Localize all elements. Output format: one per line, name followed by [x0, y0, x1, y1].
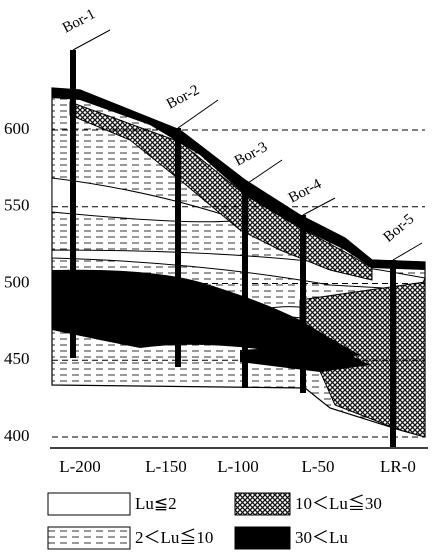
- borehole-leaders: [72, 29, 423, 261]
- legend: Lu≦2 2＜Lu≦10 10＜Lu≦30 30＜Lu: [47, 492, 382, 550]
- boreholes: [70, 50, 396, 447]
- legend-label: 10＜Lu≦30: [295, 494, 382, 513]
- legend-swatch: [47, 492, 131, 516]
- y-tick-label: 500: [4, 272, 30, 291]
- borehole-label: Bor-3: [232, 139, 270, 169]
- legend-label: 2＜Lu≦10: [135, 528, 213, 547]
- legend-swatch: [234, 526, 291, 550]
- layer-black: [52, 269, 360, 362]
- strata: [51, 87, 426, 438]
- x-label: L-50: [301, 457, 334, 476]
- x-label: L-200: [59, 457, 101, 476]
- legend-label: Lu≦2: [135, 494, 177, 513]
- borehole-label: Bor-5: [380, 211, 417, 246]
- x-label: LR-0: [380, 457, 416, 476]
- y-tick-label: 600: [4, 119, 30, 138]
- layer-white: [51, 249, 426, 291]
- y-tick-label: 400: [4, 426, 30, 445]
- borehole-label: Bor-1: [60, 6, 98, 36]
- borehole-label: Bor-2: [164, 82, 202, 112]
- x-label: L-100: [217, 457, 259, 476]
- borehole-label: Bor-4: [286, 176, 325, 207]
- y-tick-label: 450: [4, 349, 30, 368]
- legend-swatch: [234, 492, 291, 516]
- legend-label: 30＜Lu: [295, 528, 348, 547]
- x-label: L-150: [145, 457, 187, 476]
- y-tick-label: 550: [4, 196, 30, 215]
- grid: [52, 129, 425, 438]
- legend-swatch: [47, 526, 131, 550]
- layer-black: [52, 88, 425, 270]
